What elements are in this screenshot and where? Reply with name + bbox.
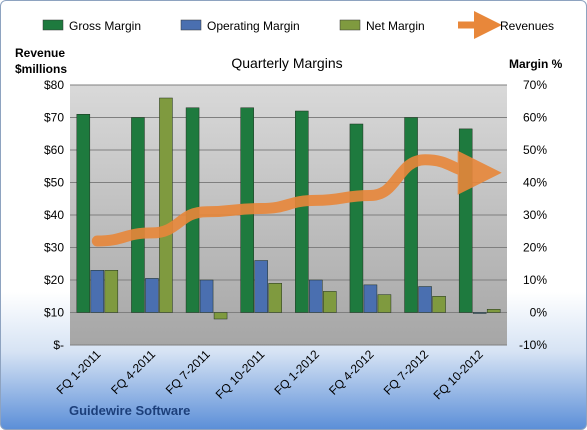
x-tick-label: FQ 10-2012 (431, 347, 486, 402)
right-axis-ticks: -10% 0% 10% 20% 30% 40% 50% 60% 70% (519, 78, 547, 352)
left-tick-label: $60 (44, 143, 64, 157)
bar-net-margin (104, 270, 119, 313)
legend-swatch-operating-margin (180, 19, 202, 31)
bar-net-margin (486, 309, 501, 313)
left-tick-label: $50 (44, 176, 64, 190)
bar-net-margin (213, 312, 228, 320)
bar-net-margin (377, 294, 392, 313)
left-tick-label: $10 (44, 306, 64, 320)
right-tick-label: 50% (523, 143, 547, 157)
bar-gross-margin (295, 110, 309, 313)
right-axis-title: Margin % (509, 57, 563, 71)
bar-operating-margin (472, 312, 487, 314)
bar-gross-margin (131, 117, 145, 313)
legend-swatch-gross-margin (42, 19, 64, 31)
bar-operating-margin (309, 279, 323, 313)
x-tick-label: FQ 7-2011 (163, 347, 213, 397)
legend-label-gross-margin: Gross Margin (69, 19, 141, 33)
bar-net-margin (323, 291, 337, 313)
x-tick-label: FQ 4-2011 (108, 347, 158, 397)
right-tick-label: 10% (523, 273, 547, 287)
right-tick-label: 70% (523, 78, 547, 92)
right-tick-label: -10% (519, 338, 547, 352)
x-tick-label: FQ 1-2012 (271, 347, 322, 398)
right-tick-label: 0% (530, 306, 548, 320)
revenue-line (91, 150, 502, 247)
x-tick-label: FQ 4-2012 (326, 347, 377, 398)
bar-operating-margin (363, 284, 378, 313)
legend-swatch-net-margin (339, 19, 361, 31)
x-axis-ticks: FQ 1-2011 FQ 4-2011 FQ 7-2011 FQ 10-2011 FQ … (54, 347, 486, 402)
left-tick-label: $20 (44, 273, 64, 287)
bar-operating-margin (199, 279, 214, 313)
left-tick-label: $70 (44, 111, 64, 125)
bar-net-margin (268, 283, 282, 313)
left-axis-title-line2: $millions (15, 62, 67, 76)
revenue-series-line (91, 150, 502, 247)
legend-label-net-margin: Net Margin (366, 19, 425, 33)
left-tick-label: $30 (44, 241, 64, 255)
right-tick-label: 20% (523, 241, 547, 255)
left-axis-ticks: $- $10 $20 $30 $40 $50 $60 $70 $80 (44, 78, 64, 352)
right-tick-label: 40% (523, 176, 547, 190)
bar-operating-margin (90, 270, 105, 313)
bar-net-margin (159, 97, 173, 313)
left-tick-label: $40 (44, 208, 64, 222)
bar-net-margin (432, 296, 446, 313)
legend: Gross Margin Operating Margin Net Margin Re… (42, 11, 554, 39)
bar-gross-margin (76, 114, 91, 313)
bar-gross-margin (349, 123, 364, 313)
company-name: Guidewire Software (69, 403, 190, 418)
bar-gross-margin (404, 117, 418, 313)
bar-operating-margin (418, 286, 432, 313)
right-tick-label: 30% (523, 208, 547, 222)
bar-operating-margin (254, 260, 268, 313)
legend-label-operating-margin: Operating Margin (207, 19, 300, 33)
left-axis-title-line1: Revenue (15, 46, 65, 60)
left-tick-label: $80 (44, 78, 64, 92)
chart-title: Quarterly Margins (231, 55, 342, 71)
bar-operating-margin (145, 278, 159, 313)
right-tick-label: 60% (523, 111, 547, 125)
x-tick-label: FQ 10-2011 (213, 347, 268, 402)
x-tick-label: FQ 1-2011 (54, 347, 104, 397)
x-tick-label: FQ 7-2012 (381, 347, 432, 398)
bar-gross-margin (458, 128, 473, 313)
left-tick-label: $- (53, 338, 64, 352)
legend-label-revenues: Revenues (500, 19, 554, 33)
